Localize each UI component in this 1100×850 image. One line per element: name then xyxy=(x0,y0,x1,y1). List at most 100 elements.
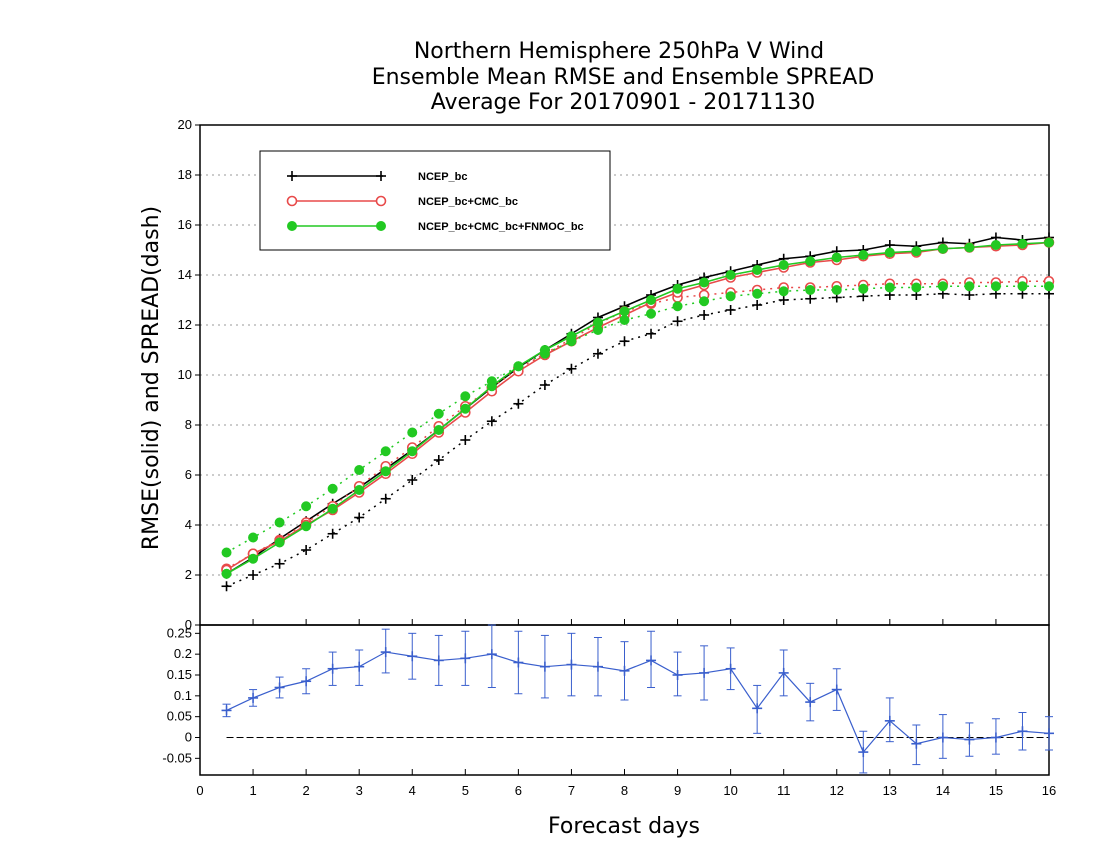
rmse-point xyxy=(407,446,418,457)
rmse-point xyxy=(248,553,259,564)
difference-point xyxy=(539,661,550,672)
spread-point xyxy=(407,475,418,485)
difference-point xyxy=(911,738,922,749)
rmse-point xyxy=(539,345,550,355)
spread-point xyxy=(274,558,285,569)
rmse-point xyxy=(433,425,444,435)
spread-point xyxy=(831,285,842,295)
rmse-point xyxy=(486,381,497,392)
x-tick-label: 6 xyxy=(515,783,522,798)
rmse-point xyxy=(672,283,683,294)
x-tick-label: 9 xyxy=(674,783,681,798)
rmse-point xyxy=(858,250,869,260)
spread-point xyxy=(1044,281,1054,292)
title-line-3: Average For 20170901 - 20171130 xyxy=(431,90,816,115)
difference-point xyxy=(221,705,232,716)
rmse-line xyxy=(226,241,1050,571)
spread-point xyxy=(513,398,524,409)
rmse-point xyxy=(301,521,312,532)
rmse-point xyxy=(592,317,603,328)
spread-point xyxy=(566,363,577,374)
x-tick-label: 8 xyxy=(621,783,628,798)
rmse-point xyxy=(513,361,524,372)
spread-point xyxy=(354,512,365,523)
difference-point xyxy=(301,676,312,687)
chart-title: Northern Hemisphere 250hPa V Wind Ensemb… xyxy=(372,39,875,115)
top-y-tick-label: 12 xyxy=(178,317,192,332)
spread-point xyxy=(752,288,763,299)
difference-point xyxy=(566,659,577,670)
bottom-panel-y-axis: -0.05 0 0.05 0.1 0.15 0.2 0.25 xyxy=(162,625,200,765)
spread-point xyxy=(858,283,869,294)
rmse-point xyxy=(1044,237,1054,248)
bottom-y-tick-label: 0.25 xyxy=(167,625,192,640)
spread-point xyxy=(301,545,312,555)
difference-point xyxy=(513,657,524,668)
top-panel-series xyxy=(221,232,1055,592)
x-tick-label: 3 xyxy=(356,783,363,798)
x-tick-label: 12 xyxy=(830,783,844,798)
top-y-tick-label: 4 xyxy=(185,517,192,532)
bottom-y-tick-label: 0.1 xyxy=(174,688,192,703)
spread-point xyxy=(964,281,975,292)
rmse-point xyxy=(619,306,630,317)
rmse-point xyxy=(752,265,763,275)
top-y-tick-label: 2 xyxy=(185,567,192,582)
spread-point xyxy=(752,300,763,310)
top-y-tick-label: 6 xyxy=(185,467,192,482)
difference-point xyxy=(646,655,657,666)
spread-point xyxy=(805,285,816,295)
spread-point xyxy=(592,348,603,359)
x-tick-label: 16 xyxy=(1042,783,1056,798)
x-tick-label: 13 xyxy=(883,783,897,798)
top-y-tick-label: 14 xyxy=(178,267,192,282)
spread-point xyxy=(990,281,1001,292)
legend-marker-start xyxy=(287,221,297,231)
rmse-point xyxy=(274,537,285,548)
difference-point xyxy=(248,692,259,703)
difference-point xyxy=(354,661,365,672)
spread-point xyxy=(619,336,630,347)
top-y-tick-label: 8 xyxy=(185,417,192,432)
x-tick-label: 10 xyxy=(723,783,737,798)
legend-marker-end xyxy=(375,195,387,207)
x-tick-label: 7 xyxy=(568,783,575,798)
spread-point xyxy=(725,305,736,315)
x-tick-label: 2 xyxy=(303,783,310,798)
bottom-y-tick-label: 0.05 xyxy=(167,709,192,724)
spread-point xyxy=(539,380,550,390)
spread-point xyxy=(778,286,789,297)
spread-point xyxy=(884,282,895,293)
legend-marker-start xyxy=(286,195,298,207)
difference-point xyxy=(619,665,630,676)
rmse-point xyxy=(327,503,338,514)
spread-point xyxy=(274,517,285,528)
bottom-y-tick-label: 0.2 xyxy=(174,646,192,661)
title-line-2: Ensemble Mean RMSE and Ensemble SPREAD xyxy=(372,65,875,90)
x-axis: 0 1 2 3 4 5 6 7 8 9 10 11 12 13 14 15 16 xyxy=(196,619,1056,798)
difference-point xyxy=(725,663,736,674)
spread-point xyxy=(911,282,922,293)
title-line-1: Northern Hemisphere 250hPa V Wind xyxy=(414,39,824,64)
difference-point xyxy=(884,715,895,726)
bottom-y-tick-label: -0.05 xyxy=(162,750,192,765)
spread-point xyxy=(725,291,736,302)
x-tick-label: 15 xyxy=(989,783,1003,798)
top-y-tick-label: 10 xyxy=(178,367,192,382)
rmse-point xyxy=(354,485,365,495)
spread-point xyxy=(380,446,391,457)
rmse-point xyxy=(460,403,471,414)
spread-point xyxy=(1017,281,1028,292)
spread-point xyxy=(354,465,365,475)
spread-point xyxy=(486,416,497,427)
legend-marker-end xyxy=(376,221,386,231)
x-tick-label: 4 xyxy=(409,783,416,798)
x-tick-label: 14 xyxy=(936,783,950,798)
rmse-point xyxy=(937,243,948,254)
spread-point xyxy=(619,315,630,325)
legend-label: NCEP_bc+CMC_bc xyxy=(418,196,518,208)
spread-point xyxy=(248,532,259,543)
difference-point xyxy=(380,647,391,658)
spread-point xyxy=(646,308,657,319)
